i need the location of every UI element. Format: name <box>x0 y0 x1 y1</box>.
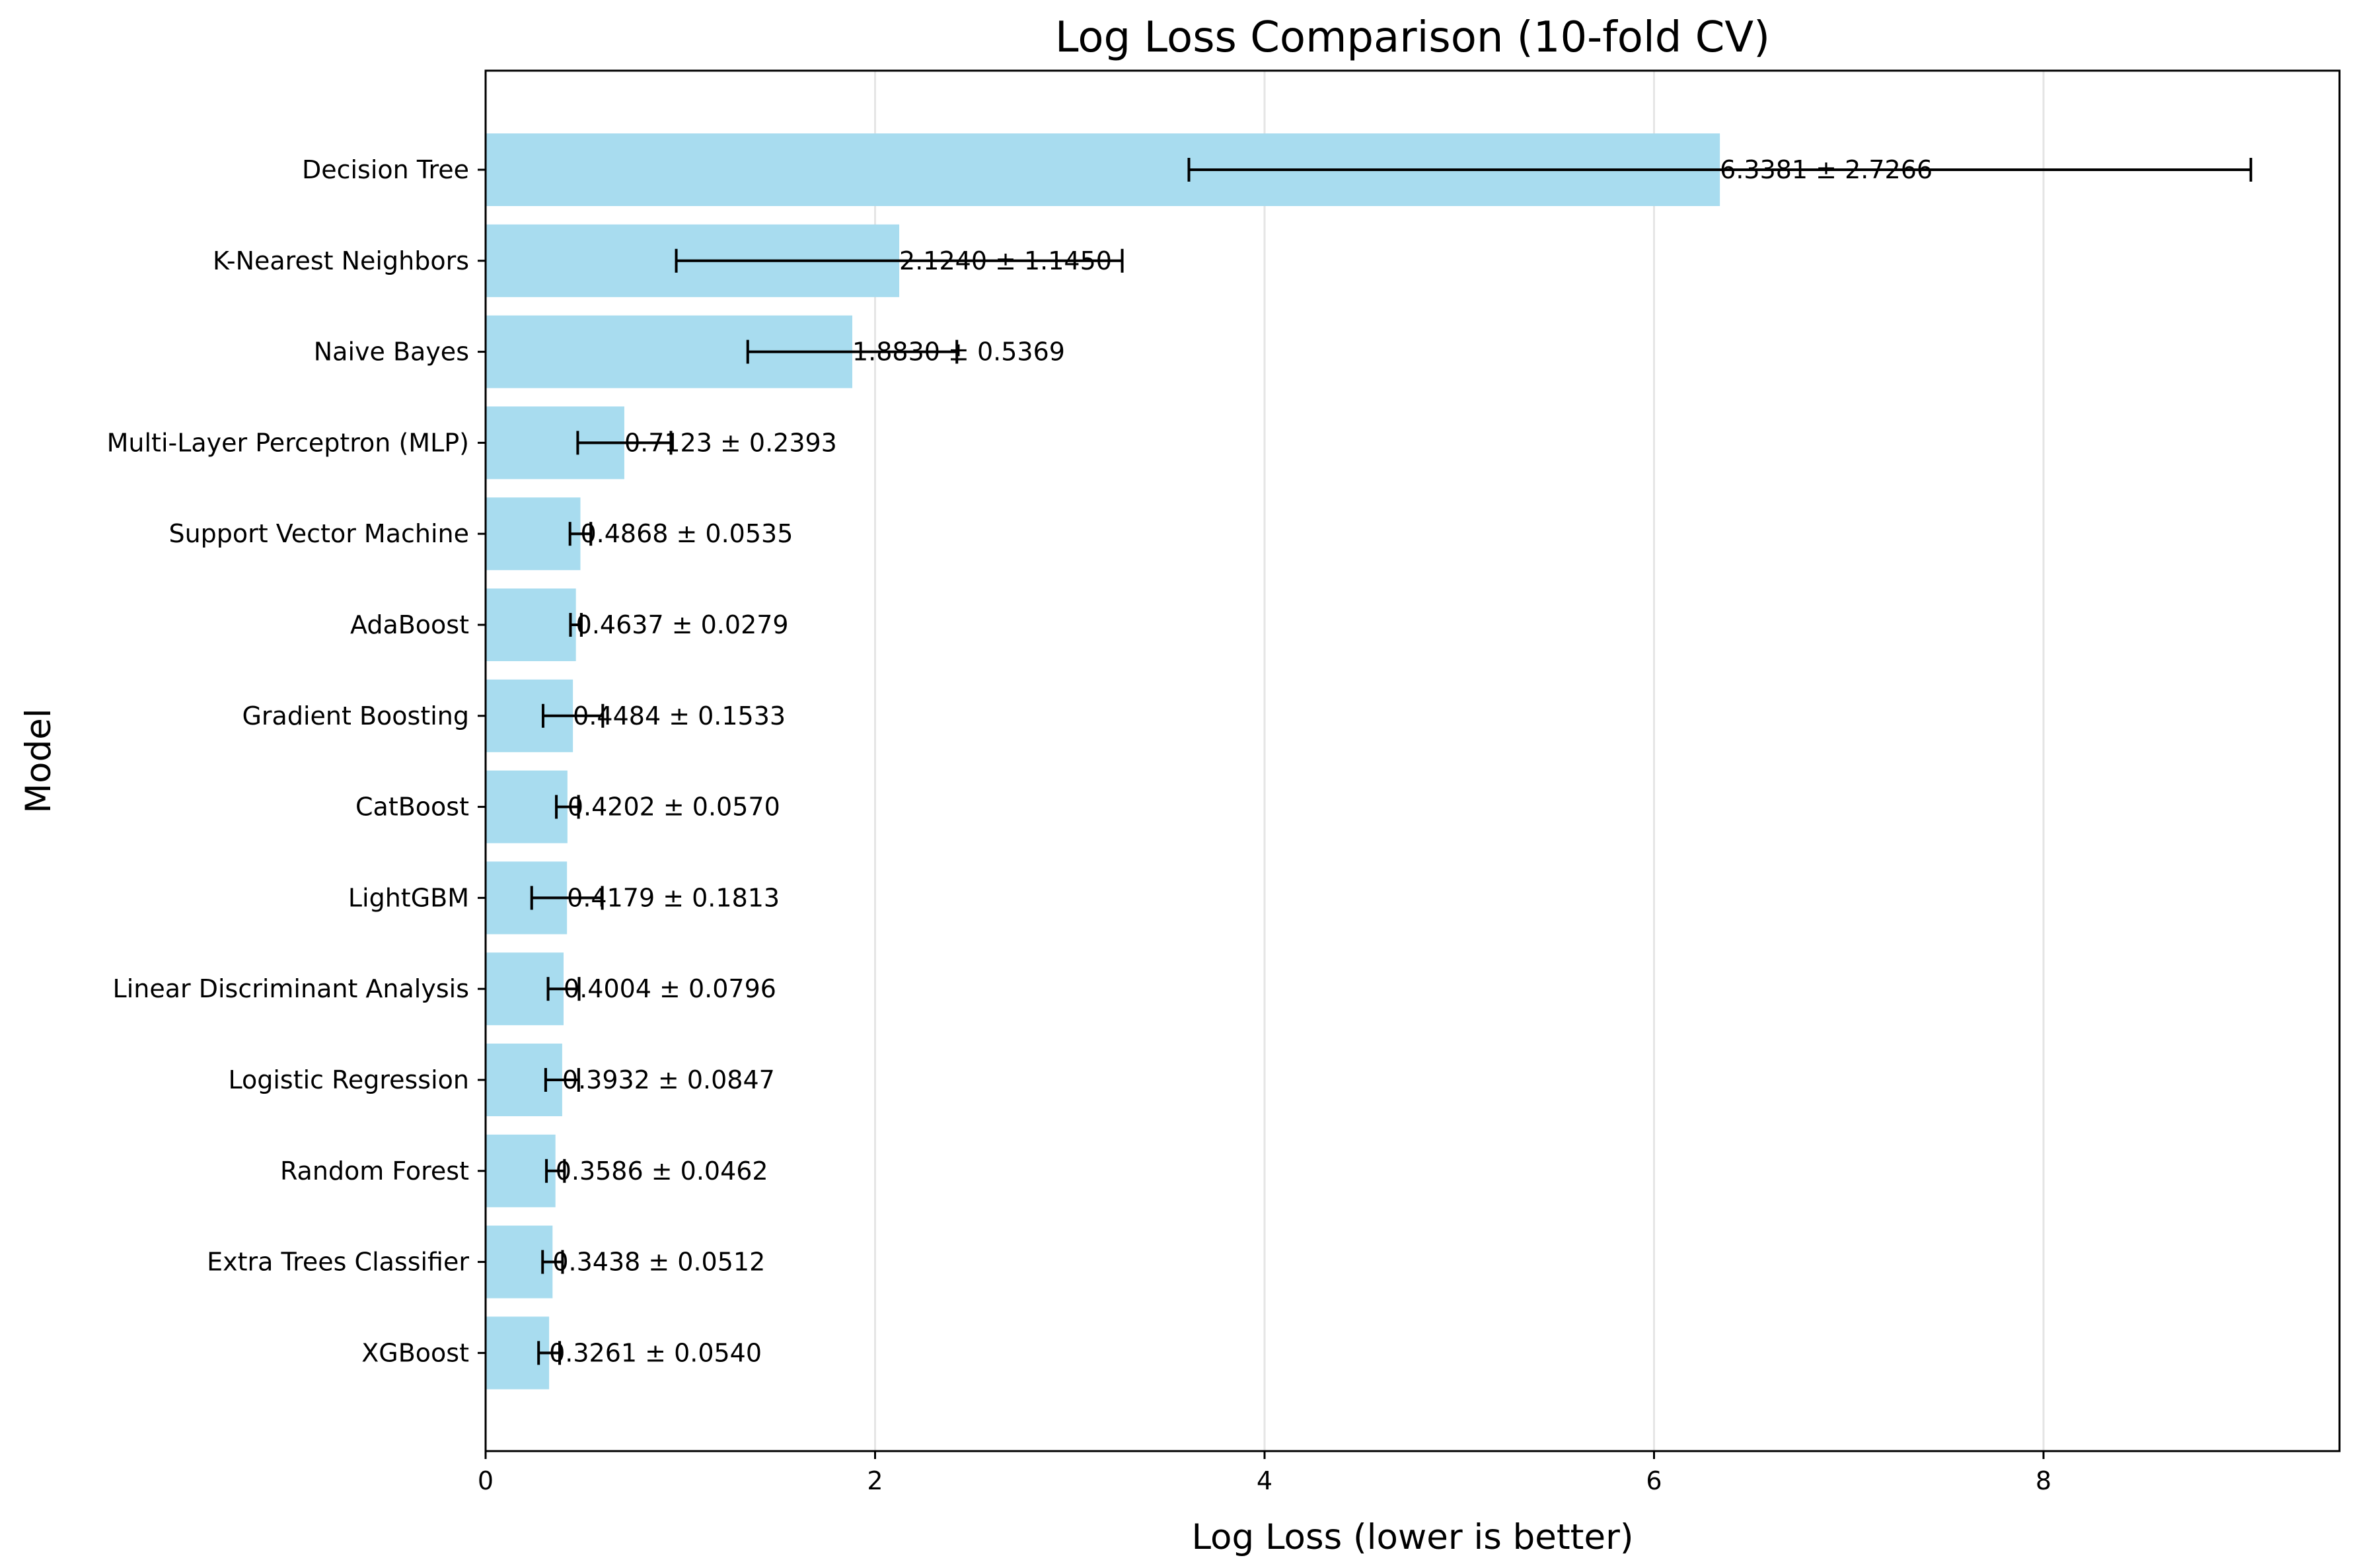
y-tick-label: Gradient Boosting <box>242 701 469 731</box>
data-label: 0.3261 ± 0.0540 <box>549 1338 762 1367</box>
y-tick-label: K-Nearest Neighbors <box>213 246 469 275</box>
bar <box>486 497 581 571</box>
data-label: 0.4868 ± 0.0535 <box>580 519 793 548</box>
x-tick-label: 6 <box>1646 1466 1662 1495</box>
y-tick-label: Logistic Regression <box>228 1065 469 1094</box>
y-tick-label: Linear Discriminant Analysis <box>113 974 469 1003</box>
y-tick-label: Multi-Layer Perceptron (MLP) <box>107 428 469 457</box>
y-tick-label: AdaBoost <box>350 610 469 639</box>
x-axis-title: Log Loss (lower is better) <box>1191 1517 1633 1557</box>
data-label: 0.4179 ± 0.1813 <box>567 883 780 912</box>
x-tick-label: 8 <box>2036 1466 2051 1495</box>
y-tick-label: LightGBM <box>348 883 469 912</box>
data-label: 0.7123 ± 0.2393 <box>624 428 837 457</box>
data-label: 0.3438 ± 0.0512 <box>552 1248 765 1277</box>
x-tick-label: 4 <box>1257 1466 1272 1495</box>
y-tick-label: Decision Tree <box>302 155 469 184</box>
bar <box>486 588 576 661</box>
y-tick-label: Support Vector Machine <box>168 519 469 548</box>
x-tick-layer: 0 2 4 6 8 <box>478 1451 2051 1495</box>
y-tick-layer: Decision Tree K-Nearest Neighbors Naive Ba… <box>107 155 486 1367</box>
chart-title: Log Loss Comparison (10-fold CV) <box>1055 13 1770 62</box>
x-tick-label: 0 <box>478 1466 494 1495</box>
data-label: 2.1240 ± 1.1450 <box>899 246 1112 275</box>
y-tick-label: CatBoost <box>355 793 469 822</box>
data-label: 0.4637 ± 0.0279 <box>576 610 789 639</box>
plot-frame <box>484 69 2341 1452</box>
data-label-layer: 6.3381 ± 2.7266 2.1240 ± 1.1450 1.8830 ± 0… <box>549 155 1933 1367</box>
y-axis-title: Model <box>18 708 59 813</box>
bar <box>486 1134 556 1207</box>
y-tick-label: Random Forest <box>280 1157 469 1186</box>
bar <box>486 770 568 843</box>
error-bar-layer <box>530 158 2252 1365</box>
data-label: 0.4004 ± 0.0796 <box>564 974 776 1003</box>
data-label: 0.4202 ± 0.0570 <box>568 793 780 822</box>
y-tick-label: Extra Trees Classifier <box>207 1248 469 1277</box>
data-label: 0.3932 ± 0.0847 <box>562 1065 775 1094</box>
y-tick-label: XGBoost <box>361 1338 469 1367</box>
y-tick-label: Naive Bayes <box>314 338 469 367</box>
x-tick-label: 2 <box>867 1466 883 1495</box>
data-label: 1.8830 ± 0.5369 <box>852 338 1065 367</box>
data-label: 6.3381 ± 2.7266 <box>1720 155 1933 184</box>
data-label: 0.4484 ± 0.1533 <box>573 701 786 731</box>
data-label: 0.3586 ± 0.0462 <box>556 1157 768 1186</box>
